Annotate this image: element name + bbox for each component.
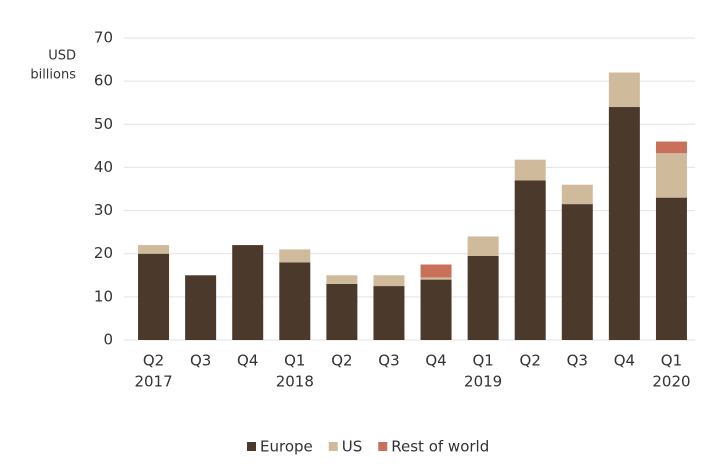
- x-tick-label: 2019: [464, 373, 502, 391]
- bar-segment: [561, 184, 593, 205]
- x-tick-label: Q4: [425, 352, 446, 370]
- y-tick-label: 10: [94, 287, 113, 305]
- legend-label: Europe: [260, 438, 313, 456]
- y-tick-label: 20: [94, 244, 113, 262]
- legend-label: US: [342, 438, 363, 456]
- x-tick-label: 2017: [134, 373, 172, 391]
- bar-segment: [326, 283, 358, 340]
- bar-segment: [232, 245, 264, 340]
- legend-swatch: [247, 442, 256, 451]
- x-tick-label: Q4: [614, 352, 635, 370]
- y-tick-label: 60: [94, 72, 113, 90]
- bar-segment: [138, 253, 170, 340]
- bar-segment: [608, 107, 640, 341]
- x-tick-label: Q2: [520, 352, 541, 370]
- bar-segment: [467, 236, 499, 256]
- y-tick-label: 70: [94, 29, 113, 47]
- y-tick-label: 50: [94, 115, 113, 133]
- bar-segment: [138, 245, 170, 254]
- bar-segment: [420, 279, 452, 340]
- x-tick-label: Q3: [378, 352, 399, 370]
- bar-segment: [279, 249, 311, 263]
- bar-segment: [279, 262, 311, 340]
- legend-label: Rest of world: [391, 438, 489, 456]
- bar-segment: [561, 204, 593, 340]
- bar-segment: [514, 159, 546, 181]
- bar-segment: [514, 180, 546, 340]
- bar-segment: [373, 286, 405, 340]
- x-tick-label: Q3: [567, 352, 588, 370]
- bar-segment: [420, 277, 452, 280]
- x-tick-label: 2018: [276, 373, 314, 391]
- bar-segment: [326, 275, 358, 284]
- bar-segment: [420, 264, 452, 278]
- x-tick-label: Q3: [190, 352, 211, 370]
- legend-swatch: [328, 442, 338, 451]
- x-tick-label: Q1: [661, 352, 682, 370]
- x-tick-label: Q1: [284, 352, 305, 370]
- y-tick-label: 40: [94, 158, 113, 176]
- legend-swatch: [378, 442, 388, 451]
- y-tick-label: 30: [94, 201, 113, 219]
- bar-segment: [655, 153, 687, 198]
- x-tick-label: Q4: [237, 352, 258, 370]
- y-axis-label: billions: [30, 68, 76, 83]
- x-tick-label: 2020: [652, 373, 690, 391]
- bar-segment: [655, 197, 687, 340]
- bar-segment: [655, 141, 687, 154]
- bar-segment: [185, 275, 217, 340]
- x-tick-label: Q1: [472, 352, 493, 370]
- y-tick-label: 0: [103, 331, 113, 349]
- bar-segment: [467, 255, 499, 340]
- bar-segment: [373, 275, 405, 287]
- x-tick-label: Q2: [331, 352, 352, 370]
- y-axis-label: USD: [48, 49, 76, 64]
- x-tick-label: Q2: [143, 352, 164, 370]
- bar-segment: [608, 72, 640, 108]
